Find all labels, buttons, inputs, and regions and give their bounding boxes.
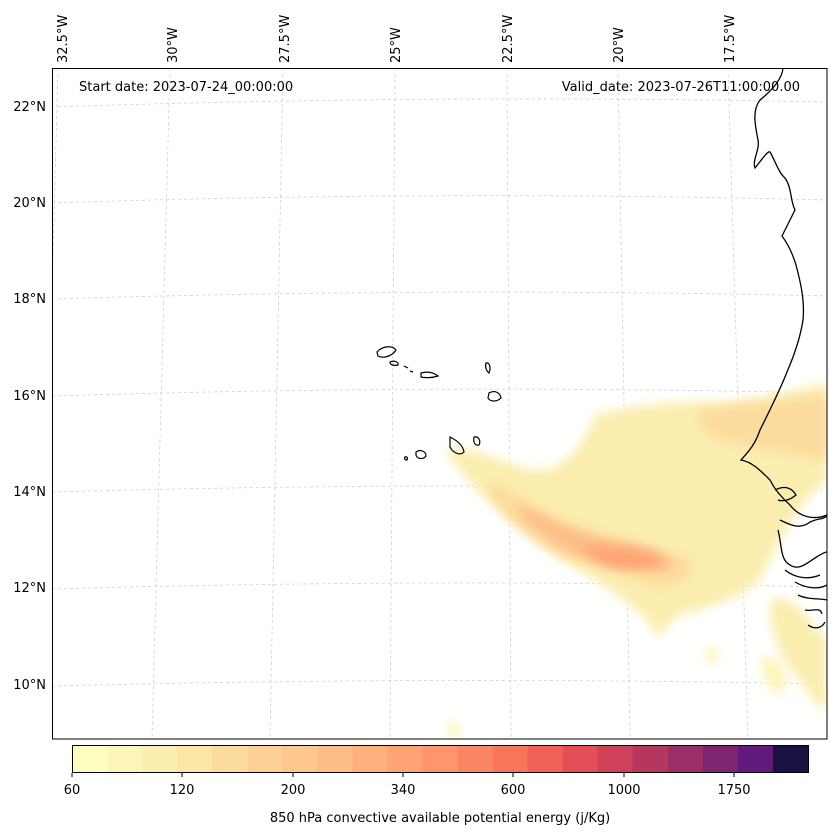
lon-label-22-5w: 22.5°W xyxy=(501,15,516,63)
guinea-bissau-coast xyxy=(777,515,827,629)
lon-label-27-5w: 27.5°W xyxy=(278,15,293,63)
map-frame xyxy=(52,68,828,740)
lon-label-25w: 25°W xyxy=(389,27,404,63)
colorbar-tick-200: 200 xyxy=(281,783,306,798)
cape-field xyxy=(445,382,827,736)
lon-label-20w: 20°W xyxy=(612,27,627,63)
graticule xyxy=(52,68,827,739)
lon-label-17-5w: 17.5°W xyxy=(723,15,738,63)
colorbar-tick-600: 600 xyxy=(501,783,526,798)
colorbar-swatch xyxy=(772,745,809,773)
cape-verde-islands xyxy=(376,346,502,461)
colorbar-swatch xyxy=(737,745,774,773)
gambia-river-coast xyxy=(774,486,797,502)
colorbar-tick-1000: 1000 xyxy=(607,783,640,798)
colorbar-swatch xyxy=(457,745,494,773)
colorbar-swatch xyxy=(492,745,529,773)
colorbar-swatch xyxy=(597,745,634,773)
colorbar-ticks xyxy=(71,773,735,777)
colorbar-swatch xyxy=(247,745,283,773)
colorbar-swatch xyxy=(667,745,704,773)
lon-label-32-5w: 32.5°W xyxy=(56,15,71,63)
start-date-label: Start date: 2023-07-24_00:00:00 xyxy=(79,80,293,95)
lat-label-22n: 22°N xyxy=(13,100,46,115)
colorbar-swatch xyxy=(562,745,599,773)
colorbar-swatch xyxy=(527,745,564,773)
colorbar-swatch xyxy=(702,745,739,773)
colorbar-tick-1750: 1750 xyxy=(717,783,750,798)
lat-label-16n: 16°N xyxy=(13,389,46,404)
colorbar-tick-340: 340 xyxy=(391,783,416,798)
colorbar-swatch xyxy=(422,745,459,773)
valid-date-label: Valid_date: 2023-07-26T11:00:00.00 xyxy=(562,80,800,95)
colorbar-swatch xyxy=(317,745,353,773)
colorbar xyxy=(72,745,809,773)
lat-label-12n: 12°N xyxy=(13,581,46,596)
colorbar-frame xyxy=(72,745,809,773)
colorbar-tick-120: 120 xyxy=(170,783,195,798)
colorbar-swatch xyxy=(72,745,108,773)
colorbar-swatch xyxy=(107,745,143,773)
lat-label-20n: 20°N xyxy=(13,196,46,211)
lon-label-30w: 30°W xyxy=(166,27,181,63)
colorbar-swatch xyxy=(177,745,213,773)
colorbar-swatch xyxy=(212,745,248,773)
colorbar-swatch xyxy=(142,745,178,773)
colorbar-label: 850 hPa convective available potential e… xyxy=(270,811,610,826)
colorbar-swatch xyxy=(352,745,388,773)
colorbar-tick-60: 60 xyxy=(64,783,81,798)
colorbar-swatch xyxy=(632,745,669,773)
africa-coastline xyxy=(739,68,827,519)
colorbar-swatch xyxy=(387,745,423,773)
lat-label-14n: 14°N xyxy=(13,485,46,500)
colorbar-swatch xyxy=(282,745,318,773)
lat-label-18n: 18°N xyxy=(13,292,46,307)
lat-label-10n: 10°N xyxy=(13,678,46,693)
